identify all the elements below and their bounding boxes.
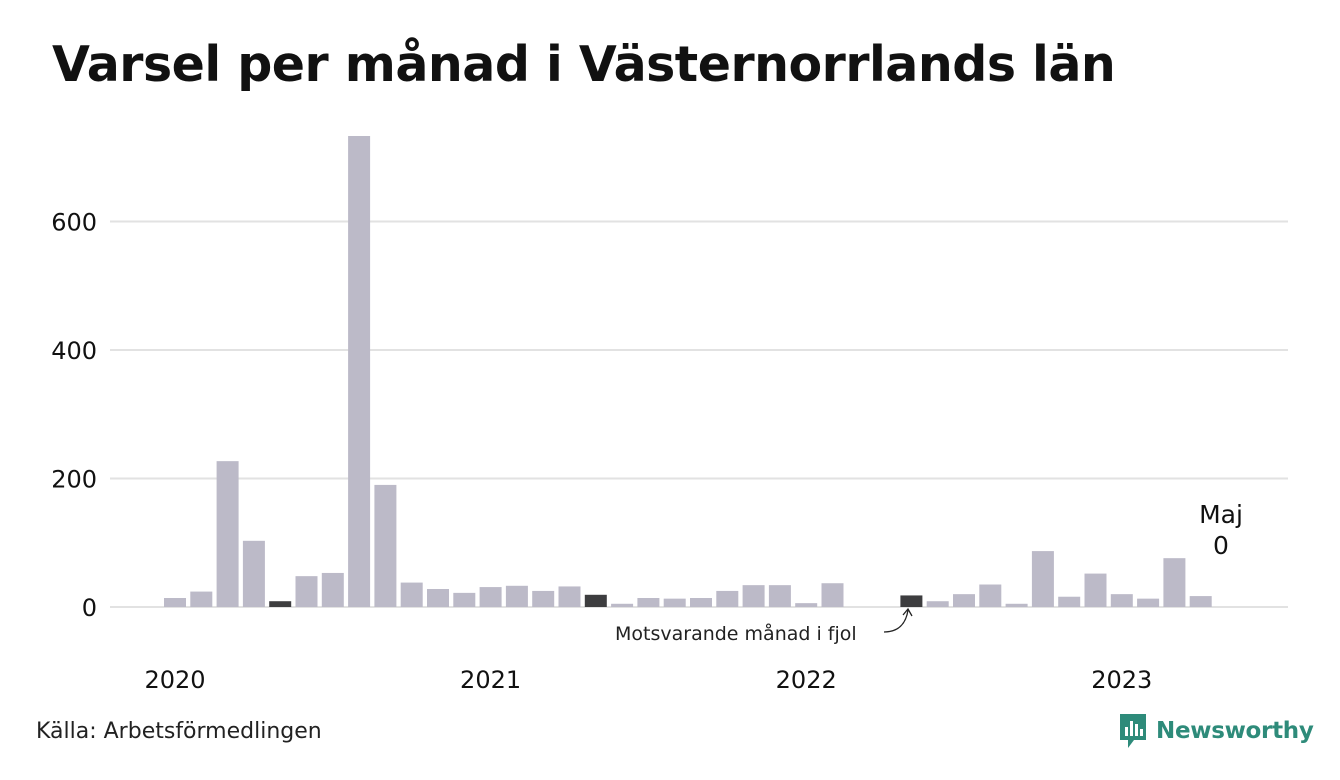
bar-2022-10 xyxy=(1031,551,1054,607)
bar-2021-03 xyxy=(532,590,555,607)
bar-2022-11 xyxy=(1058,596,1081,607)
grid-lines xyxy=(110,220,1288,608)
bar-2021-01 xyxy=(479,587,502,607)
annotations: Motsvarande månad i fjol Maj 0 xyxy=(615,500,1243,645)
brand-name: Newsworthy xyxy=(1156,718,1314,744)
x-tick-2020: 2020 xyxy=(144,666,205,694)
bar-2022-06 xyxy=(926,601,949,607)
prev-year-arrow xyxy=(883,609,909,633)
bar-2021-02 xyxy=(505,585,528,607)
y-axis: 0 200 400 600 xyxy=(51,208,97,622)
y-tick-0: 0 xyxy=(82,594,97,622)
bar-2021-05 xyxy=(584,594,607,607)
bar-2023-02 xyxy=(1137,598,1160,607)
bar-2020-01 xyxy=(164,598,186,607)
last-value-label: 0 xyxy=(1213,531,1229,560)
y-tick-400: 400 xyxy=(51,337,97,365)
bar-2021-08 xyxy=(663,598,686,607)
bar-2022-05 xyxy=(900,595,923,607)
bar-2021-09 xyxy=(690,598,712,607)
bar-2020-07 xyxy=(321,572,344,607)
x-axis: 2020 2021 2022 2023 xyxy=(144,666,1152,694)
bar-2022-07 xyxy=(953,594,975,607)
last-month-label: Maj xyxy=(1199,500,1243,529)
prev-year-annotation: Motsvarande månad i fjol xyxy=(615,622,857,645)
x-tick-2023: 2023 xyxy=(1091,666,1152,694)
y-tick-200: 200 xyxy=(51,465,97,493)
bar-series xyxy=(164,136,1212,607)
bar-2020-02 xyxy=(190,591,213,607)
bar-2020-12 xyxy=(453,592,476,607)
x-tick-2022: 2022 xyxy=(776,666,837,694)
bar-2023-04 xyxy=(1189,596,1212,607)
bar-2021-10 xyxy=(716,590,739,607)
y-tick-600: 600 xyxy=(51,208,97,236)
newsworthy-icon xyxy=(1120,714,1146,748)
bar-2021-06 xyxy=(611,603,634,607)
bar-2020-09 xyxy=(374,484,397,607)
chart-title: Varsel per månad i Västernorrlands län xyxy=(52,36,1116,93)
bar-2022-09 xyxy=(1005,603,1028,607)
bar-2023-03 xyxy=(1163,558,1186,607)
bar-2022-01 xyxy=(795,603,818,607)
bar-2022-08 xyxy=(979,584,1002,607)
bar-2020-08 xyxy=(348,136,371,607)
bar-2020-05 xyxy=(269,601,292,607)
bar-2021-11 xyxy=(742,585,765,607)
prev-year-arrowhead xyxy=(902,607,913,617)
bar-2020-10 xyxy=(400,582,423,607)
bar-2020-06 xyxy=(295,576,318,607)
bar-2021-07 xyxy=(637,598,660,607)
bar-2021-12 xyxy=(768,585,791,607)
source-note: Källa: Arbetsförmedlingen xyxy=(36,719,322,744)
bar-2020-11 xyxy=(427,589,449,607)
bar-2021-04 xyxy=(558,586,581,607)
bar-2022-02 xyxy=(821,583,844,607)
bar-2022-12 xyxy=(1084,573,1107,607)
bar-2020-03 xyxy=(216,461,239,607)
x-tick-2021: 2021 xyxy=(460,666,521,694)
bar-2020-04 xyxy=(242,540,265,607)
bar-2023-01 xyxy=(1110,594,1133,607)
brand-logo: Newsworthy xyxy=(1118,712,1314,750)
